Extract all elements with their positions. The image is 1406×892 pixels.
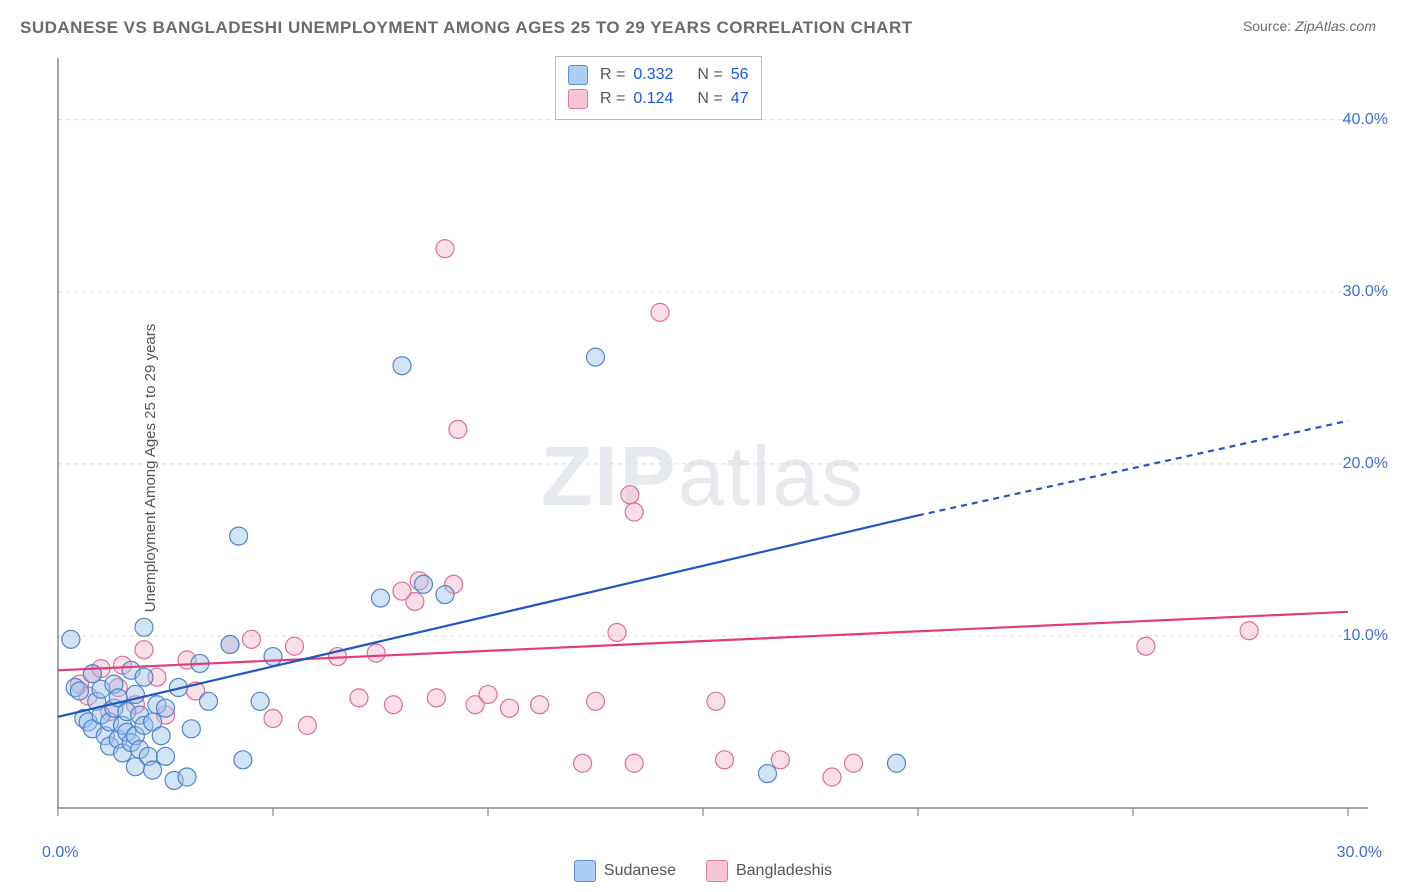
legend-swatch-sudanese xyxy=(568,65,588,85)
y-tick-label: 20.0% xyxy=(1343,455,1388,473)
legend-item-bangladeshis: Bangladeshis xyxy=(706,860,832,882)
source-value: ZipAtlas.com xyxy=(1295,18,1376,34)
r-value-sudanese: 0.332 xyxy=(633,66,673,84)
legend-swatch-sudanese xyxy=(574,860,596,882)
legend-label-sudanese: Sudanese xyxy=(604,862,676,880)
legend-row-sudanese: R = 0.332 N = 56 xyxy=(568,63,749,87)
legend-row-bangladeshis: R = 0.124 N = 47 xyxy=(568,87,749,111)
n-label: N = xyxy=(697,66,722,84)
r-label: R = xyxy=(600,90,625,108)
source-attribution: Source: ZipAtlas.com xyxy=(1243,18,1376,34)
legend-item-sudanese: Sudanese xyxy=(574,860,676,882)
legend-swatch-bangladeshis xyxy=(706,860,728,882)
n-value-bangladeshis: 47 xyxy=(731,90,749,108)
n-value-sudanese: 56 xyxy=(731,66,749,84)
page-title: SUDANESE VS BANGLADESHI UNEMPLOYMENT AMO… xyxy=(20,18,913,38)
n-label: N = xyxy=(697,90,722,108)
y-tick-label: 10.0% xyxy=(1343,627,1388,645)
legend-swatch-bangladeshis xyxy=(568,89,588,109)
scatter-plot xyxy=(48,48,1388,848)
y-tick-label: 40.0% xyxy=(1343,111,1388,129)
source-label: Source: xyxy=(1243,18,1295,34)
legend-label-bangladeshis: Bangladeshis xyxy=(736,862,832,880)
r-value-bangladeshis: 0.124 xyxy=(633,90,673,108)
r-label: R = xyxy=(600,66,625,84)
chart-container: Unemployment Among Ages 25 to 29 years Z… xyxy=(0,48,1406,888)
y-tick-label: 30.0% xyxy=(1343,283,1388,301)
legend-series: Sudanese Bangladeshis xyxy=(0,860,1406,882)
legend-stats: R = 0.332 N = 56 R = 0.124 N = 47 xyxy=(555,56,762,120)
